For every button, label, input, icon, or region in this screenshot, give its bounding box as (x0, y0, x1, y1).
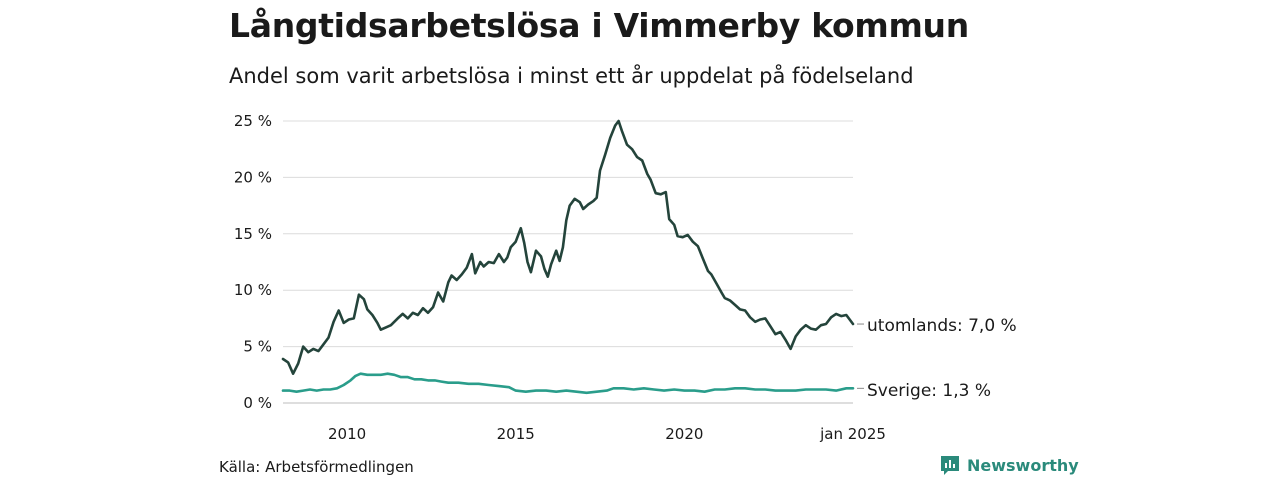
x-tick-label: jan 2025 (819, 425, 886, 443)
y-tick-label: 5 % (243, 338, 272, 356)
page-title: Långtidsarbetslösa i Vimmerby kommun (229, 6, 969, 45)
x-tick-label: 2010 (328, 425, 366, 443)
x-axis-ticks: 2010 2015 2020 jan 2025 (328, 425, 886, 443)
bar-chart-icon (941, 456, 959, 475)
brand-name: Newsworthy (967, 455, 1079, 475)
series-end-labels: utomlands: 7,0 % Sverige: 1,3 % (857, 316, 1017, 401)
series-end-label: utomlands: 7,0 % (867, 316, 1017, 336)
page-subtitle: Andel som varit arbetslösa i minst ett å… (229, 64, 914, 88)
y-tick-label: 25 % (234, 112, 272, 130)
y-tick-label: 10 % (234, 281, 272, 299)
source-note: Källa: Arbetsförmedlingen (219, 458, 414, 476)
series-lines (281, 119, 855, 395)
y-axis-ticks: 0 % 5 % 10 % 15 % 20 % 25 % (234, 112, 272, 412)
y-tick-label: 15 % (234, 225, 272, 243)
series-line-sverige (281, 372, 855, 395)
series-end-label: Sverige: 1,3 % (867, 381, 991, 401)
x-tick-label: 2020 (665, 425, 703, 443)
y-tick-label: 20 % (234, 168, 272, 186)
series-line-utomlands (281, 119, 855, 375)
brand-logo: Newsworthy (939, 454, 1079, 476)
x-tick-label: 2015 (497, 425, 535, 443)
y-tick-label: 0 % (243, 394, 272, 412)
grid-lines (283, 120, 853, 404)
